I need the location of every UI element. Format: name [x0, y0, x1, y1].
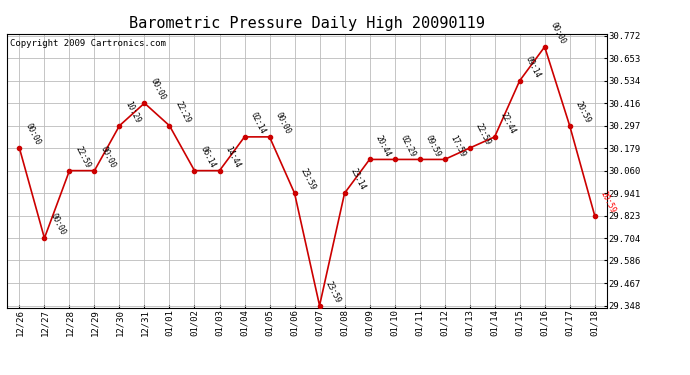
- Text: 20:59: 20:59: [574, 100, 593, 124]
- Text: 22:44: 22:44: [499, 111, 518, 135]
- Text: 09:14: 09:14: [524, 55, 542, 80]
- Text: 09:59: 09:59: [424, 134, 442, 158]
- Text: 20:44: 20:44: [374, 134, 393, 158]
- Text: 22:29: 22:29: [174, 100, 193, 124]
- Text: 00:00: 00:00: [99, 144, 117, 169]
- Text: Copyright 2009 Cartronics.com: Copyright 2009 Cartronics.com: [10, 39, 166, 48]
- Text: 10:29: 10:29: [124, 100, 142, 124]
- Text: 22:59: 22:59: [74, 144, 92, 169]
- Text: 00:00: 00:00: [48, 212, 67, 237]
- Text: 14:44: 14:44: [224, 144, 242, 169]
- Text: 00:00: 00:00: [549, 21, 567, 45]
- Text: 23:59: 23:59: [299, 167, 317, 192]
- Text: 23:59: 23:59: [324, 279, 342, 304]
- Text: 02:29: 02:29: [399, 134, 417, 158]
- Text: 00:00: 00:00: [274, 111, 293, 135]
- Text: 02:14: 02:14: [248, 111, 267, 135]
- Text: 00:00: 00:00: [23, 122, 42, 147]
- Text: 20:59: 20:59: [599, 189, 618, 214]
- Text: 00:00: 00:00: [148, 77, 167, 102]
- Title: Barometric Pressure Daily High 20090119: Barometric Pressure Daily High 20090119: [129, 16, 485, 31]
- Text: 17:59: 17:59: [448, 134, 467, 158]
- Text: 23:14: 23:14: [348, 167, 367, 192]
- Text: 06:14: 06:14: [199, 144, 217, 169]
- Text: 22:59: 22:59: [474, 122, 493, 147]
